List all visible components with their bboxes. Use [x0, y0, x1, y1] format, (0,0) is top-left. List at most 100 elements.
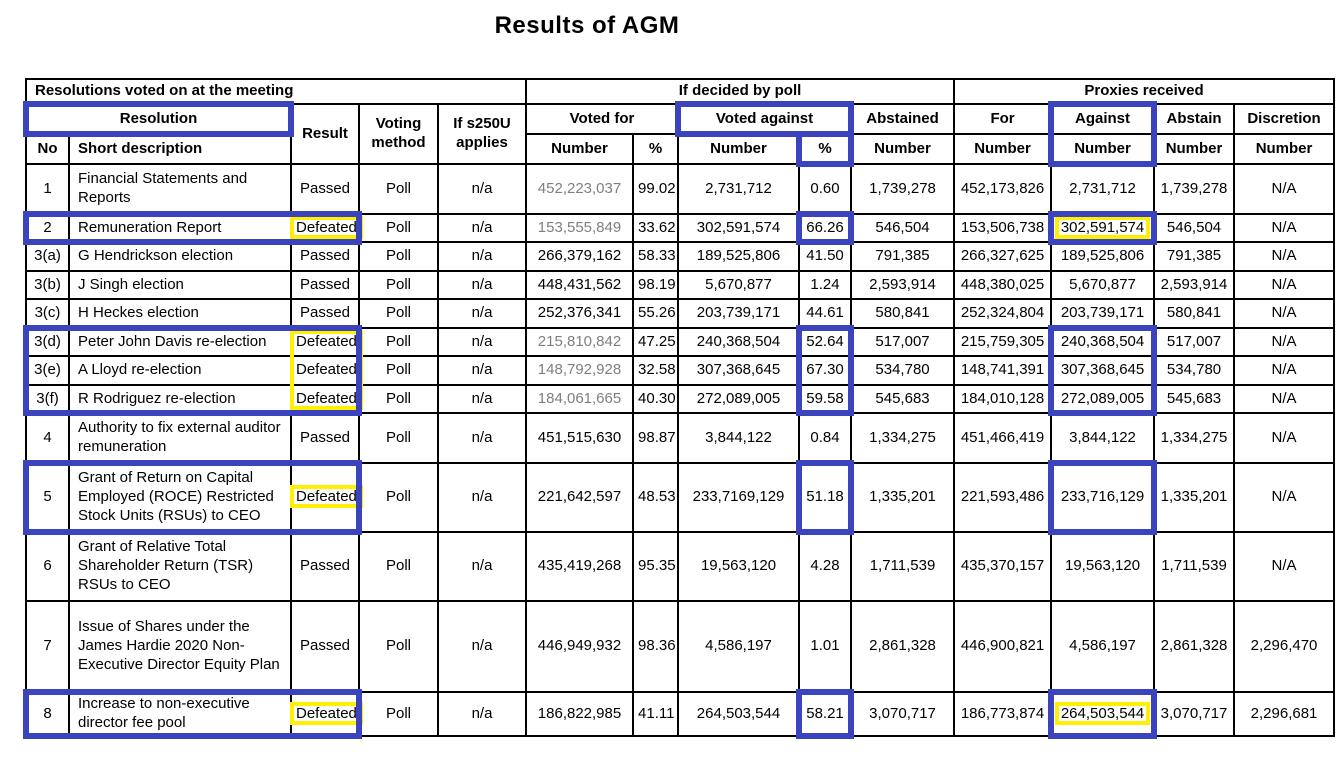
- cell-poll-voted-for-pct: 33.62: [632, 213, 680, 243]
- cell-proxy-discretion-number: N/A: [1233, 327, 1336, 357]
- cell-text: n/a: [471, 304, 493, 322]
- cell-text: 4: [43, 428, 52, 446]
- cell-s250u: n/a: [436, 270, 528, 300]
- cell-proxy-for-number: 448,380,025: [953, 270, 1053, 300]
- cell-text: 580,841: [1166, 304, 1222, 322]
- cell-text: 8: [43, 704, 52, 722]
- table-row: 8 Increase to non-executive director fee …: [25, 691, 1336, 737]
- cell-text: 58.33: [638, 247, 676, 265]
- cell-text: 184,010,128: [960, 389, 1045, 407]
- cell-voting-method: Poll: [358, 691, 439, 737]
- cell-poll-voted-for-pct: 47.25: [632, 327, 680, 357]
- cell-text: Passed: [299, 179, 351, 197]
- header-no: No: [25, 133, 70, 165]
- cell-text: A Lloyd re-election: [78, 361, 202, 379]
- cell-text: Peter John Davis re-election: [78, 332, 267, 350]
- cell-text: 3,070,717: [869, 704, 936, 722]
- cell-voting-method: Poll: [358, 241, 439, 272]
- cell-text: Poll: [385, 557, 411, 575]
- cell-text: 32.58: [638, 361, 676, 379]
- cell-text: Grant of Relative Total Shareholder Retu…: [78, 538, 254, 593]
- cell-text: H Heckes election: [78, 304, 199, 322]
- cell-text: N/A: [1271, 304, 1297, 322]
- cell-text: 435,419,268: [537, 557, 622, 575]
- cell-poll-voted-against-number: 307,368,645: [677, 355, 801, 386]
- header-proxy-abstain-number: Number: [1153, 133, 1236, 165]
- cell-text: 3(e): [34, 361, 61, 379]
- cell-text: Financial Statements and Reports: [78, 170, 248, 206]
- cell-text: Remuneration Report: [78, 218, 222, 236]
- cell-short-description: A Lloyd re-election: [68, 355, 292, 386]
- cell-text: Defeated: [296, 488, 357, 506]
- table-row: 3(e) A Lloyd re-election Defeated Poll n/a 14…: [25, 355, 1336, 386]
- cell-resolution-no: 3(e): [25, 355, 70, 386]
- cell-text: n/a: [471, 218, 493, 236]
- cell-proxy-for-number: 186,773,874: [953, 691, 1053, 737]
- table-row: 4 Authority to fix external auditor remun…: [25, 412, 1336, 464]
- cell-poll-abstained-number: 2,593,914: [850, 270, 956, 300]
- cell-proxy-discretion-number: N/A: [1233, 163, 1336, 215]
- cell-resolution-no: 7: [25, 600, 70, 693]
- cell-poll-voted-for-number: 184,061,665: [525, 384, 635, 414]
- cell-proxy-abstain-number: 1,335,201: [1153, 462, 1236, 533]
- cell-text: 448,380,025: [960, 275, 1045, 293]
- cell-text: 264,503,544: [1060, 704, 1145, 722]
- cell-proxy-against-number: 189,525,806: [1050, 241, 1156, 272]
- cell-voting-method: Poll: [358, 462, 439, 533]
- cell-proxy-discretion-number: N/A: [1233, 462, 1336, 533]
- table-body: 1 Financial Statements and Reports Passed P…: [25, 163, 1336, 737]
- cell-poll-voted-for-number: 153,555,849: [525, 213, 635, 243]
- cell-voting-method: Poll: [358, 600, 439, 693]
- cell-text: 534,780: [875, 361, 930, 379]
- cell-text: 580,841: [875, 304, 930, 322]
- header-proxy-for-number: Number: [953, 133, 1053, 165]
- cell-text: J Singh election: [78, 275, 184, 293]
- cell-poll-abstained-number: 546,504: [850, 213, 956, 243]
- cell-text: 44.61: [806, 304, 844, 322]
- cell-proxy-against-number: 4,586,197: [1050, 600, 1156, 693]
- cell-proxy-for-number: 452,173,826: [953, 163, 1053, 215]
- group-header-row: Resolutions voted on at the meeting If d…: [24, 78, 1336, 105]
- cell-proxy-against-number: 2,731,712: [1050, 163, 1156, 215]
- cell-text: 451,466,419: [960, 428, 1045, 446]
- cell-proxy-against-number: 203,739,171: [1050, 298, 1156, 329]
- cell-text: 98.36: [638, 637, 676, 655]
- cell-poll-voted-for-number: 266,379,162: [525, 241, 635, 272]
- cell-proxy-for-number: 221,593,486: [953, 462, 1053, 533]
- cell-short-description: Peter John Davis re-election: [68, 327, 292, 357]
- cell-text: Poll: [385, 389, 411, 407]
- header-s250u: If s250U applies: [436, 103, 528, 165]
- cell-poll-voted-against-number: 189,525,806: [677, 241, 801, 272]
- cell-poll-voted-against-number: 4,586,197: [677, 600, 801, 693]
- cell-poll-voted-against-number: 272,089,005: [677, 384, 801, 414]
- cell-text: 19,563,120: [700, 557, 777, 575]
- cell-poll-voted-against-number: 240,368,504: [677, 327, 801, 357]
- header-proxy-discretion: Discretion: [1233, 103, 1336, 135]
- cell-proxy-discretion-number: N/A: [1233, 298, 1336, 329]
- cell-proxy-abstain-number: 1,711,539: [1153, 531, 1236, 602]
- header-row-upper: Resolution Result Voting method If s250U…: [25, 103, 1336, 165]
- group-header-proxies: Proxies received: [953, 78, 1336, 105]
- cell-poll-voted-against-pct: 66.26: [798, 213, 853, 243]
- cell-text: 517,007: [1166, 332, 1222, 350]
- cell-text: Increase to non-executive director fee p…: [78, 695, 250, 731]
- cell-text: 1,334,275: [869, 428, 936, 446]
- cell-text: 67.30: [806, 361, 844, 379]
- cell-text: 1,711,539: [1161, 557, 1227, 575]
- cell-result: Defeated: [290, 327, 360, 357]
- header-voted-against: Voted against: [677, 103, 853, 135]
- cell-text: 4,586,197: [1069, 637, 1136, 655]
- cell-text: n/a: [471, 361, 493, 379]
- cell-text: Defeated: [296, 361, 357, 379]
- cell-s250u: n/a: [436, 298, 528, 329]
- cell-text: 153,506,738: [960, 218, 1045, 236]
- cell-voting-method: Poll: [358, 355, 439, 386]
- cell-text: 19,563,120: [1064, 557, 1141, 575]
- cell-text: 52.64: [806, 332, 844, 350]
- cell-poll-voted-for-pct: 98.36: [632, 600, 680, 693]
- cell-proxy-against-number: 264,503,544: [1050, 691, 1156, 737]
- cell-proxy-abstain-number: 517,007: [1153, 327, 1236, 357]
- cell-resolution-no: 3(a): [25, 241, 70, 272]
- cell-text: 446,949,932: [537, 637, 622, 655]
- header-proxy-against: Against: [1050, 103, 1156, 135]
